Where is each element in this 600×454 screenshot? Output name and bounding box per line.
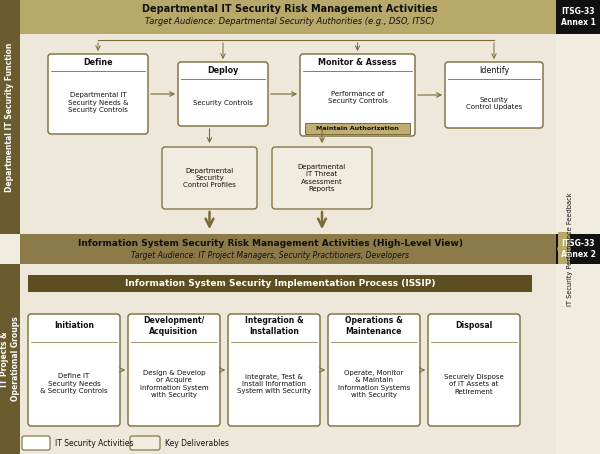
Text: Define IT
Security Needs
& Security Controls: Define IT Security Needs & Security Cont… xyxy=(40,374,108,395)
FancyBboxPatch shape xyxy=(228,314,320,426)
Text: Target Audience: Departmental Security Authorities (e.g., DSO, ITSC): Target Audience: Departmental Security A… xyxy=(145,18,435,26)
FancyBboxPatch shape xyxy=(445,62,543,128)
Text: Key Deliverables: Key Deliverables xyxy=(165,439,229,448)
FancyBboxPatch shape xyxy=(300,54,415,136)
Bar xyxy=(20,34,556,234)
Text: IT Security Activities: IT Security Activities xyxy=(55,439,133,448)
FancyBboxPatch shape xyxy=(130,436,160,450)
Bar xyxy=(558,232,570,264)
Text: Target Audience: IT Project Managers, Security Practitioners, Developers: Target Audience: IT Project Managers, Se… xyxy=(131,252,409,261)
Text: Maintain Authorization: Maintain Authorization xyxy=(316,126,399,131)
Text: Departmental
IT Threat
Assessment
Reports: Departmental IT Threat Assessment Report… xyxy=(298,164,346,192)
Text: Information System Security Implementation Process (ISSIP): Information System Security Implementati… xyxy=(125,279,435,288)
Text: Performance of
Security Controls: Performance of Security Controls xyxy=(328,91,388,104)
Text: IT Projects &
Operational Groups: IT Projects & Operational Groups xyxy=(0,316,20,401)
FancyBboxPatch shape xyxy=(128,314,220,426)
Text: Integrate, Test &
Install Information
System with Security: Integrate, Test & Install Information Sy… xyxy=(237,374,311,395)
Text: Initiation: Initiation xyxy=(54,321,94,331)
FancyBboxPatch shape xyxy=(162,147,257,209)
Text: Information System Security Risk Management Activities (High-Level View): Information System Security Risk Managem… xyxy=(77,240,463,248)
Text: ITSG-33
Annex 2: ITSG-33 Annex 2 xyxy=(560,239,595,259)
Bar xyxy=(305,123,410,134)
Text: Development/
Acquisition: Development/ Acquisition xyxy=(143,316,205,336)
Bar xyxy=(556,234,600,264)
Text: Departmental IT Security Risk Management Activities: Departmental IT Security Risk Management… xyxy=(142,4,438,14)
FancyBboxPatch shape xyxy=(328,314,420,426)
Text: Departmental IT
Security Needs &
Security Controls: Departmental IT Security Needs & Securit… xyxy=(68,92,128,113)
Text: Securely Dispose
of IT Assets at
Retirement: Securely Dispose of IT Assets at Retirem… xyxy=(444,374,504,395)
Bar xyxy=(28,275,532,292)
Bar xyxy=(20,264,556,454)
Bar xyxy=(0,0,20,234)
FancyBboxPatch shape xyxy=(272,147,372,209)
Text: Deploy: Deploy xyxy=(208,66,239,75)
Text: Define: Define xyxy=(83,58,113,67)
Text: Monitor & Assess: Monitor & Assess xyxy=(318,58,397,67)
FancyBboxPatch shape xyxy=(48,54,148,134)
Text: Integration &
Installation: Integration & Installation xyxy=(245,316,304,336)
Text: Disposal: Disposal xyxy=(455,321,493,331)
FancyBboxPatch shape xyxy=(28,314,120,426)
Text: Departmental
Security
Control Profiles: Departmental Security Control Profiles xyxy=(183,168,236,188)
FancyBboxPatch shape xyxy=(22,436,50,450)
FancyBboxPatch shape xyxy=(178,62,268,126)
Bar xyxy=(0,264,20,454)
Bar xyxy=(20,0,556,34)
Text: ITSG-33
Annex 1: ITSG-33 Annex 1 xyxy=(560,7,595,27)
Text: Operate, Monitor
& Maintain
Information Systems
with Security: Operate, Monitor & Maintain Information … xyxy=(338,370,410,398)
Text: Operations &
Maintenance: Operations & Maintenance xyxy=(345,316,403,336)
Bar xyxy=(556,0,600,34)
Text: Security Controls: Security Controls xyxy=(193,99,253,105)
Text: IT Security Performance Feedback: IT Security Performance Feedback xyxy=(567,192,573,306)
FancyBboxPatch shape xyxy=(428,314,520,426)
Text: Departmental IT Security Function: Departmental IT Security Function xyxy=(5,42,14,192)
Text: Security
Control Updates: Security Control Updates xyxy=(466,97,522,110)
Text: Design & Develop
or Acquire
Information System
with Security: Design & Develop or Acquire Information … xyxy=(140,370,208,398)
Text: Identify: Identify xyxy=(479,66,509,75)
Bar xyxy=(20,234,556,264)
